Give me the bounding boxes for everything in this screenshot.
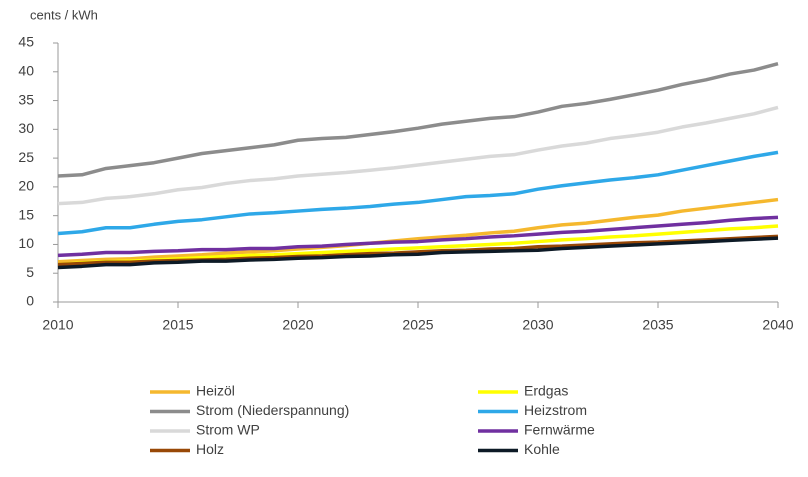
series-line [57, 62, 779, 178]
x-tick-label: 2035 [642, 317, 673, 333]
y-tick-label: 45 [18, 34, 34, 50]
y-tick-label: 10 [18, 235, 34, 251]
series-line [57, 197, 779, 264]
y-axis-label: cents / kWh [30, 7, 98, 22]
series-line [57, 215, 779, 258]
y-tick-label: 5 [26, 264, 34, 280]
legend-label: Strom WP [196, 422, 260, 438]
series-line [57, 105, 779, 206]
x-tick-label: 2025 [402, 317, 433, 333]
y-tick-label: 25 [18, 149, 34, 165]
series-line [57, 236, 779, 270]
y-tick-label: 30 [18, 120, 34, 136]
series-line [57, 150, 779, 236]
y-tick-label: 0 [26, 293, 34, 309]
x-tick-label: 2015 [162, 317, 193, 333]
legend-label: Strom (Niederspannung) [196, 402, 349, 418]
y-tick-label: 35 [18, 91, 34, 107]
legend-label: Kohle [524, 441, 560, 457]
y-tick-label: 20 [18, 178, 34, 194]
y-tick-label: 15 [18, 206, 34, 222]
y-tick-label: 40 [18, 62, 34, 78]
legend-label: Erdgas [524, 383, 568, 399]
x-tick-label: 2040 [762, 317, 793, 333]
legend-label: Heizöl [196, 383, 235, 399]
x-tick-label: 2030 [522, 317, 553, 333]
x-tick-label: 2010 [42, 317, 73, 333]
legend-label: Fernwärme [524, 422, 595, 438]
series-line [57, 224, 779, 267]
legend-label: Holz [196, 441, 224, 457]
x-tick-label: 2020 [282, 317, 313, 333]
legend-label: Heizstrom [524, 402, 587, 418]
